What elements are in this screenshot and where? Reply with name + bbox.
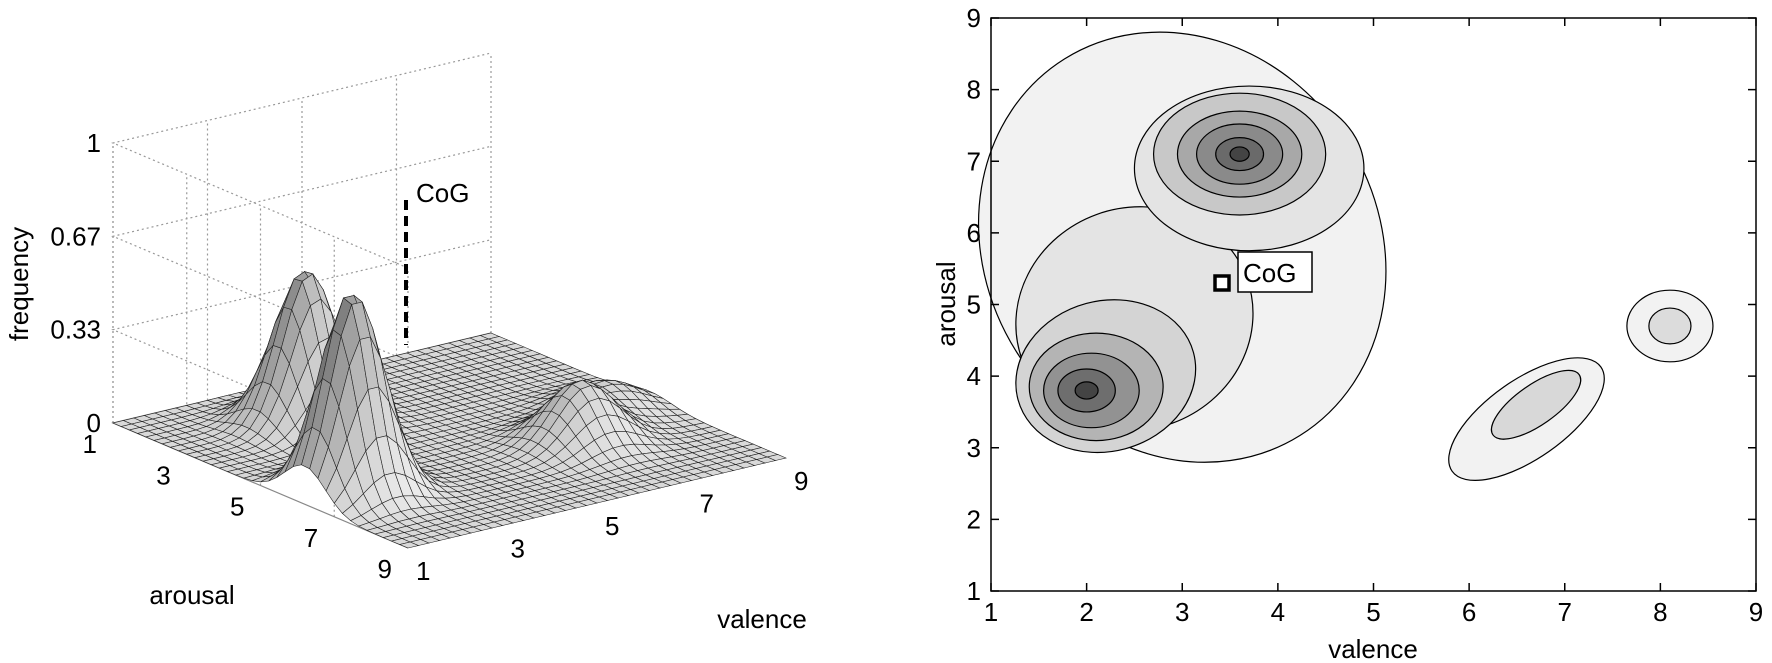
y-tick-label: 3 (967, 433, 981, 463)
y-tick-label: 9 (967, 3, 981, 33)
x-tick-label: 4 (1271, 597, 1285, 627)
y-tick-label: 1 (83, 429, 97, 459)
y-tick-label: 7 (967, 146, 981, 176)
surface-x-label: valence (717, 604, 807, 634)
y-tick-label: 1 (967, 576, 981, 606)
y-tick-label: 3 (156, 460, 170, 490)
y-tick-label: 7 (304, 523, 318, 553)
y-tick-label: 8 (967, 75, 981, 105)
x-tick-label: 7 (1558, 597, 1572, 627)
x-tick-label: 9 (1749, 597, 1763, 627)
y-tick-label: 5 (967, 290, 981, 320)
z-tick-label: 1 (87, 128, 101, 158)
cog-label-box (1237, 251, 1313, 293)
surface-patch (766, 454, 787, 461)
y-tick-label: 5 (230, 492, 244, 522)
contour-cog-label: CoG (1243, 258, 1296, 288)
x-tick-label: 9 (794, 466, 808, 496)
x-tick-label: 1 (984, 597, 998, 627)
z-tick-label: 0.67 (50, 221, 101, 251)
contour-plot: 1 2 3 4 5 6 7 8 9 1 2 3 4 5 6 7 8 9 CoG valence arousal (931, 3, 1764, 663)
z-tick-label: 0 (87, 408, 101, 438)
x-tick-label: 5 (1366, 597, 1380, 627)
contour-region (1074, 381, 1099, 400)
surface-cog-label: CoG (416, 178, 469, 208)
x-tick-label: 3 (1175, 597, 1189, 627)
cog-marker (1213, 274, 1231, 292)
y-tick-label: 6 (967, 218, 981, 248)
x-tick-label: 1 (416, 556, 430, 586)
z-gridline (111, 52, 492, 269)
contour-region (1229, 146, 1250, 162)
contour-x-label: valence (1328, 634, 1418, 663)
x-tick-label: 8 (1653, 597, 1667, 627)
contour-region (1648, 307, 1692, 345)
x-tick-label: 3 (511, 534, 525, 564)
y-tick-label: 2 (967, 504, 981, 534)
z-tick-label: 0.33 (50, 315, 101, 345)
surface-mesh (112, 270, 787, 549)
x-tick-label: 2 (1079, 597, 1093, 627)
contour-ticks: 1 2 3 4 5 6 7 8 9 1 2 3 4 5 6 7 8 9 (967, 3, 1764, 627)
contour-y-label: arousal (931, 261, 961, 346)
x-tick-label: 6 (1462, 597, 1476, 627)
x-tick-label: 5 (605, 511, 619, 541)
surface-y-label: arousal (149, 580, 234, 610)
x-tick-label: 7 (700, 489, 714, 519)
contour-region (1490, 369, 1582, 440)
surface-z-label: frequency (4, 227, 34, 341)
contour-regions (977, 31, 1714, 481)
y-tick-label: 9 (378, 554, 392, 584)
y-tick-label: 4 (967, 361, 981, 391)
